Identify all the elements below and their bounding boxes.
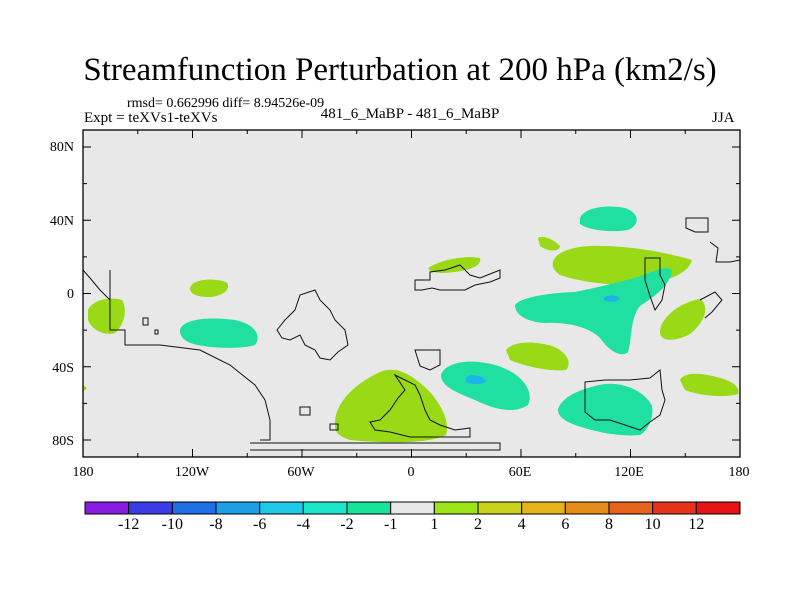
- coastline-antarctic-shelf: [250, 442, 501, 451]
- coastline-antarctic-tip: [329, 423, 339, 431]
- positive-region-south-atlantic: [334, 369, 448, 443]
- colorbar-swatch: [84, 501, 130, 515]
- y-label-80n: 80N: [49, 140, 74, 155]
- colorbar-label: -6: [252, 516, 267, 533]
- colorbar: [84, 501, 741, 515]
- colorbar-swatch: [171, 501, 217, 515]
- colorbar-label: -8: [209, 516, 223, 533]
- positive-region-east-pacific: [88, 298, 125, 334]
- coastline-indonesia: [699, 291, 723, 319]
- coastline-central: [369, 373, 471, 438]
- x-label-60w: 60W: [287, 465, 315, 480]
- positive-region-indian-ocean: [506, 342, 569, 371]
- positive-region-north-africa: [428, 257, 481, 273]
- negative-region-siberia: [580, 206, 637, 232]
- colorbar-label: 6: [561, 516, 570, 533]
- colorbar-swatch: [695, 501, 741, 515]
- coastlines: [82, 217, 741, 451]
- colorbar-swatch: [521, 501, 566, 515]
- colorbar-label: -10: [161, 516, 183, 533]
- coastline-japan: [685, 217, 709, 233]
- colorbar-label: -2: [340, 516, 354, 533]
- y-label-40n: 40N: [49, 214, 74, 229]
- colorbar-swatch: [433, 501, 479, 515]
- negative-region-australia-south: [558, 383, 653, 436]
- negative-region-pacific: [180, 318, 258, 348]
- coastline-island-2: [142, 317, 149, 326]
- positive-region-west-pacific: [190, 279, 229, 297]
- positive-region-dateline: [83, 385, 87, 392]
- y-label-equator: 0: [67, 287, 74, 302]
- colorbar-swatch: [608, 501, 654, 515]
- y-label-80s: 80S: [52, 434, 74, 449]
- season-label: JJA: [712, 110, 735, 126]
- negative-cores: [466, 295, 620, 385]
- colorbar-label: -12: [117, 516, 140, 533]
- colorbar-label: 10: [644, 516, 661, 533]
- coastline-maritime: [414, 349, 441, 371]
- colorbar-swatch: [128, 501, 173, 515]
- x-label-180-west: 180: [72, 465, 94, 480]
- y-label-40s: 40S: [52, 361, 74, 376]
- stats-label: rmsd= 0.662996 diff= 8.94526e-09: [127, 96, 325, 111]
- colorbar-swatch: [259, 501, 304, 515]
- negative-core-indian: [604, 295, 620, 302]
- negative-core-south-africa: [466, 375, 486, 385]
- x-label-60e: 60E: [508, 465, 532, 480]
- axis-ticks: [82, 130, 741, 457]
- coastline-china: [709, 241, 741, 263]
- colorbar-label: 2: [474, 516, 482, 533]
- positive-region-australia-east: [660, 299, 706, 340]
- coastline-eurasia: [414, 264, 501, 291]
- colorbar-swatch: [215, 501, 261, 515]
- plot-title: Streamfunction Perturbation at 200 hPa (…: [83, 52, 717, 88]
- negative-region-indian-monsoon: [515, 268, 672, 355]
- x-label-180-east: 180: [728, 465, 750, 480]
- x-label-120w: 120W: [174, 465, 210, 480]
- colorbar-swatch: [390, 501, 435, 515]
- colorbar-swatch: [652, 501, 697, 515]
- case-label: 481_6_MaBP - 481_6_MaBP: [320, 106, 500, 122]
- coastline-africa: [276, 289, 349, 361]
- positive-region-south-pacific: [680, 373, 739, 397]
- coastline-island-3: [154, 329, 159, 335]
- positive-anomalies: [83, 236, 739, 443]
- x-label-0: 0: [407, 465, 415, 480]
- coastline-asia-east: [644, 257, 666, 312]
- experiment-label: Expt = teXVs1-teXVs: [84, 110, 218, 126]
- colorbar-label: -1: [383, 516, 398, 533]
- colorbar-label: -4: [296, 516, 310, 533]
- x-label-120e: 120E: [614, 465, 644, 480]
- coastline-americas-west: [82, 269, 111, 301]
- colorbar-swatch: [477, 501, 523, 515]
- colorbar-label: 4: [517, 516, 526, 533]
- negative-anomalies: [180, 206, 672, 436]
- negative-region-south-africa: [441, 361, 530, 411]
- colorbar-swatch: [564, 501, 610, 515]
- colorbar-swatch: [346, 501, 392, 515]
- colorbar-label: 8: [605, 516, 613, 533]
- coastline-small-island: [299, 406, 311, 416]
- positive-region-arabia: [538, 236, 560, 251]
- colorbar-swatch: [302, 501, 348, 515]
- coastline-australia: [584, 369, 666, 431]
- coastline-south-america: [109, 270, 271, 441]
- colorbar-label: 1: [430, 516, 439, 533]
- colorbar-label: 12: [688, 516, 705, 533]
